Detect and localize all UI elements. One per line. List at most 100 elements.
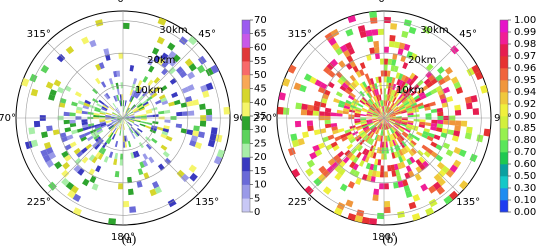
echo-cell [403,90,409,97]
echo-cell [129,95,133,102]
echo-cell [207,139,216,148]
echo-cell [321,93,329,100]
echo-cell [389,115,396,118]
echo-cell [404,92,411,99]
echo-cell [76,106,83,111]
echo-cell [120,153,123,160]
echo-cell [344,79,351,87]
echo-cell [388,110,394,115]
echo-cell [380,70,384,77]
echo-cell [373,112,379,116]
azimuth-label: 135° [195,197,219,208]
echo-cell [386,135,389,142]
echo-cell [80,136,87,142]
echo-cell [335,47,343,56]
echo-cell [387,108,392,114]
echo-cell [117,116,123,118]
echo-cell [417,102,424,107]
echo-cell [176,111,183,117]
echo-cell [374,110,380,115]
echo-cell [347,213,357,221]
echo-cell [188,36,198,46]
echo-cell [381,141,384,148]
echo-cell [73,165,81,173]
echo-cell [372,96,377,103]
echo-cell [466,102,473,110]
echo-cell [319,128,327,134]
echo-cell [400,96,407,103]
colorbar-label: 70 [254,15,267,26]
echo-cell [383,112,384,118]
echo-cell [143,103,150,108]
echo-cell [282,77,291,87]
echo-cell [56,53,66,63]
echo-cell [365,162,371,170]
echo-cell [367,85,372,92]
echo-cell [81,119,88,123]
echo-cell [192,99,200,106]
echo-cell [84,99,91,105]
echo-cell [153,55,161,63]
range-label: 20km [147,55,175,66]
echo-cell [117,117,123,118]
echo-cell [426,81,434,89]
echo-cell [108,151,114,158]
echo-cell [313,100,321,107]
echo-cell [361,173,368,181]
echo-cell [100,81,107,88]
echo-cell [410,140,417,146]
echo-cell [371,170,377,177]
echo-cell [112,112,118,116]
echo-cell [388,101,392,108]
echo-cell [366,175,372,182]
echo-cell [93,134,100,140]
echo-cell [107,138,112,145]
echo-cell [63,111,70,117]
echo-cell [377,107,382,113]
echo-cell [466,126,473,134]
echo-cell [408,132,415,138]
echo-cell [118,52,123,59]
echo-cell [330,112,337,117]
echo-cell [410,102,418,107]
echo-cell [95,63,102,71]
echo-cell [364,128,370,133]
colorbar-segment [242,184,250,199]
echo-cell [367,78,372,86]
echo-cell [453,130,461,137]
echo-cell [117,118,123,121]
colorbar-label: 35 [254,111,267,122]
echo-cell [389,119,396,121]
echo-cell [24,141,33,150]
echo-cell [168,58,177,67]
echo-cell [359,62,366,70]
echo-cell [120,118,123,124]
colorbar-segment [500,104,508,117]
echo-cell [393,65,399,73]
colorbar-label: 5 [254,193,260,204]
echo-cell [389,120,395,124]
echo-cell [332,129,339,135]
echo-cell [33,120,41,128]
colorbar-label: 0.70 [514,147,536,158]
echo-cell [151,125,158,129]
echo-cell [46,125,53,132]
echo-cell [149,90,156,96]
echo-cell [384,141,387,148]
echo-cell [432,181,442,191]
echo-cell [131,133,136,139]
echo-cell [386,107,390,113]
echo-cell [123,129,125,136]
echo-cell [366,113,373,116]
echo-cell [314,79,323,87]
echo-cell [405,165,412,173]
echo-cell [372,114,379,117]
echo-cell [441,165,450,174]
echo-cell [107,123,113,127]
echo-cell [377,122,381,129]
echo-cell [339,183,348,192]
echo-cell [334,172,343,181]
echo-cell [398,103,404,108]
echo-cell [82,105,90,110]
colorbar-label: 15 [254,166,267,177]
